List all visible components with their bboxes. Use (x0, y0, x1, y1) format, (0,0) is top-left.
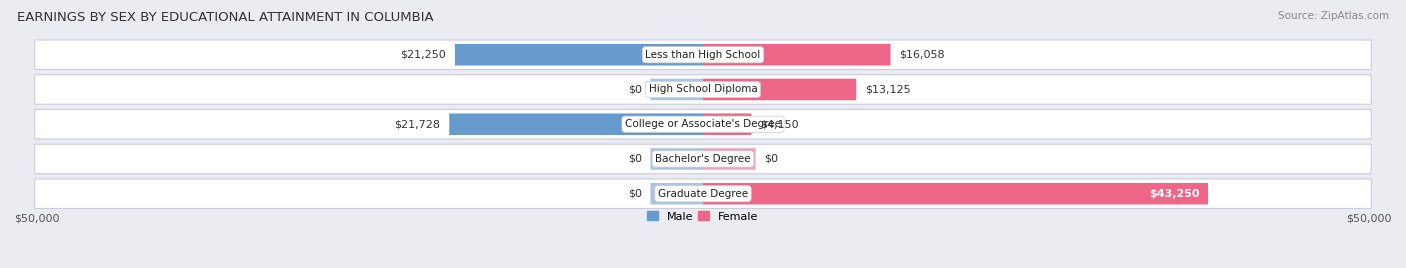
Legend: Male, Female: Male, Female (647, 211, 759, 222)
FancyBboxPatch shape (35, 40, 1371, 69)
Text: $50,000: $50,000 (14, 213, 59, 223)
FancyBboxPatch shape (703, 44, 890, 65)
Text: $50,000: $50,000 (1347, 213, 1392, 223)
Text: $0: $0 (765, 154, 779, 164)
Text: Source: ZipAtlas.com: Source: ZipAtlas.com (1278, 11, 1389, 21)
Text: $0: $0 (627, 189, 641, 199)
Text: $0: $0 (627, 84, 641, 95)
Text: EARNINGS BY SEX BY EDUCATIONAL ATTAINMENT IN COLUMBIA: EARNINGS BY SEX BY EDUCATIONAL ATTAINMEN… (17, 11, 433, 24)
FancyBboxPatch shape (703, 79, 856, 100)
Text: $21,250: $21,250 (401, 50, 446, 60)
Text: $16,058: $16,058 (900, 50, 945, 60)
FancyBboxPatch shape (651, 183, 703, 204)
FancyBboxPatch shape (450, 113, 703, 135)
FancyBboxPatch shape (651, 148, 703, 170)
FancyBboxPatch shape (703, 183, 1208, 204)
FancyBboxPatch shape (35, 144, 1371, 174)
FancyBboxPatch shape (35, 75, 1371, 104)
Text: Graduate Degree: Graduate Degree (658, 189, 748, 199)
FancyBboxPatch shape (703, 148, 755, 170)
FancyBboxPatch shape (651, 79, 703, 100)
Text: $21,728: $21,728 (395, 119, 440, 129)
Text: $4,150: $4,150 (761, 119, 799, 129)
Text: $43,250: $43,250 (1149, 189, 1199, 199)
FancyBboxPatch shape (456, 44, 703, 65)
FancyBboxPatch shape (703, 113, 751, 135)
Text: Less than High School: Less than High School (645, 50, 761, 60)
Text: High School Diploma: High School Diploma (648, 84, 758, 95)
FancyBboxPatch shape (35, 179, 1371, 209)
Text: $0: $0 (627, 154, 641, 164)
Text: College or Associate's Degree: College or Associate's Degree (626, 119, 780, 129)
FancyBboxPatch shape (35, 109, 1371, 139)
Text: Bachelor's Degree: Bachelor's Degree (655, 154, 751, 164)
Text: $13,125: $13,125 (865, 84, 911, 95)
